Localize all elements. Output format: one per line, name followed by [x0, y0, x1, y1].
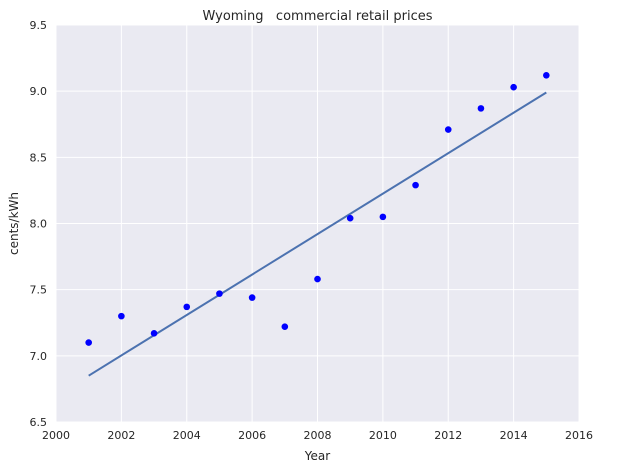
- data-point: [477, 105, 485, 112]
- data-point: [118, 312, 125, 320]
- y-tick-label: 7.0: [30, 350, 48, 363]
- fit-line: [88, 91, 547, 377]
- data-point: [150, 330, 158, 337]
- data-point: [444, 126, 452, 133]
- x-tick-label: 2014: [500, 429, 528, 442]
- y-gridlines: [56, 24, 579, 423]
- y-tick-label: 9.0: [30, 85, 48, 98]
- x-axis-label: Year: [304, 449, 330, 463]
- data-point: [85, 339, 92, 346]
- data-point: [412, 181, 419, 189]
- y-tick-label: 8.0: [30, 218, 48, 231]
- data-point: [346, 214, 354, 222]
- y-tick-labels: 6.5 7.0 7.5 8.0 8.5 9.0 9.5: [30, 19, 48, 429]
- data-point: [314, 275, 321, 283]
- x-tick-label: 2000: [42, 429, 70, 442]
- y-axis-label: cents/kWh: [7, 192, 21, 255]
- x-tick-label: 2002: [107, 429, 135, 442]
- data-points: [85, 71, 550, 346]
- data-point: [281, 323, 289, 331]
- x-tick-labels: 2000 2002 2004 2006 2008 2010 2012 2014 2016: [42, 429, 593, 442]
- data-point: [216, 290, 223, 297]
- x-tick-label: 2008: [304, 429, 332, 442]
- x-tick-label: 2006: [238, 429, 266, 442]
- data-point: [510, 83, 517, 91]
- y-tick-label: 8.5: [30, 151, 48, 164]
- y-tick-label: 7.5: [30, 284, 48, 297]
- y-tick-label: 9.5: [30, 19, 48, 32]
- data-point: [248, 294, 256, 301]
- x-tick-label: 2016: [565, 429, 593, 442]
- data-point: [543, 71, 550, 79]
- data-point: [183, 303, 191, 311]
- chart-title: Wyoming commercial retail prices: [203, 9, 433, 24]
- y-tick-label: 6.5: [30, 416, 48, 429]
- x-tick-label: 2004: [173, 429, 201, 442]
- x-tick-label: 2010: [369, 429, 397, 442]
- data-point: [379, 213, 387, 221]
- x-tick-label: 2012: [434, 429, 462, 442]
